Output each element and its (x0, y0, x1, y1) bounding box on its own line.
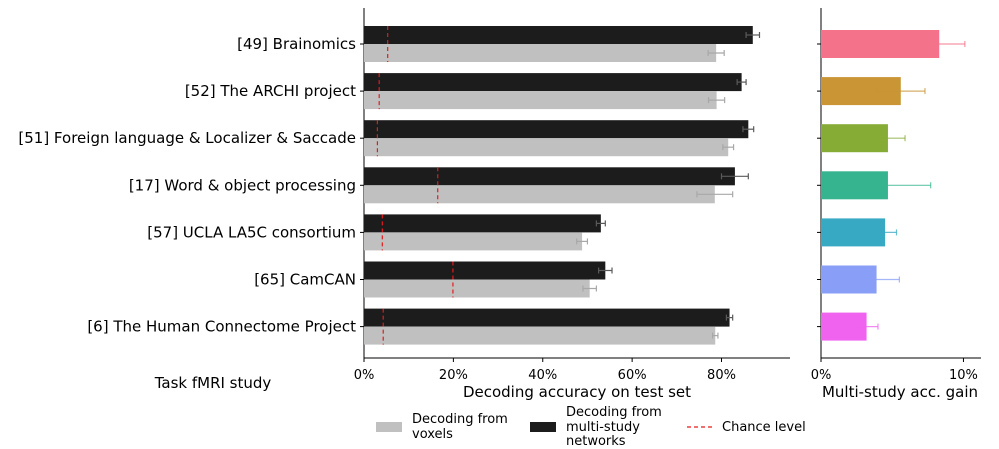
x-tick-label: 40% (528, 368, 557, 383)
x-tick-label: 0% (354, 368, 375, 383)
right-bars (821, 30, 966, 341)
right-x-ticks: 0% 10% (811, 358, 978, 383)
legend-networks-line-1: Decoding from (566, 405, 662, 420)
category-label: [49] Brainomics (237, 35, 356, 53)
category-label: [51] Foreign language & Localizer & Sacc… (18, 129, 356, 147)
networks-bar (364, 73, 742, 92)
legend-networks-swatch (530, 422, 556, 432)
networks-bar (364, 26, 753, 44)
left-bars (364, 26, 761, 345)
x-tick-label: 80% (707, 368, 736, 383)
decoding-accuracy-panel: [49] Brainomics [52] The ARCHI project [51… (18, 8, 790, 401)
left-x-ticks: 0% 20% 40% 60% 80% (354, 358, 736, 383)
legend-voxels-line-1: Decoding from (412, 412, 508, 427)
category-label: [65] CamCAN (254, 271, 356, 289)
right-y-ticks (817, 43, 821, 328)
networks-bar (364, 261, 606, 280)
networks-bar (364, 167, 735, 186)
voxels-bar (364, 279, 590, 298)
networks-bar (364, 120, 749, 139)
networks-bar (364, 308, 730, 327)
legend-voxels-line-2: voxels (412, 427, 453, 442)
multi-study-gain-panel: 0% 10% Multi-study acc. gain (811, 8, 981, 401)
category-label: [17] Word & object processing (129, 176, 356, 194)
legend-networks-line-2: multi-study (566, 420, 640, 435)
legend: Decoding from voxels Decoding from multi… (376, 405, 806, 449)
legend-networks-line-3: networks (566, 434, 626, 449)
category-label: [57] UCLA LA5C consortium (147, 223, 356, 241)
right-x-tick-label: 0% (811, 368, 832, 383)
voxels-bar (364, 185, 715, 204)
right-x-tick-label: 10% (949, 368, 978, 383)
x-tick-label: 60% (618, 368, 647, 383)
left-x-axis-label: Decoding accuracy on test set (463, 383, 691, 401)
y-axis-label: Task fMRI study (154, 374, 272, 392)
voxels-bar (364, 326, 716, 345)
voxels-bar (364, 138, 729, 157)
legend-voxels-swatch (376, 422, 402, 432)
category-label: [6] The Human Connectome Project (87, 318, 356, 336)
voxels-bar (364, 232, 583, 251)
right-x-axis-label: Multi-study acc. gain (822, 383, 978, 401)
voxels-bar (364, 91, 717, 110)
legend-chance-label: Chance level (722, 420, 806, 435)
chance-level-lines (376, 26, 454, 345)
x-tick-label: 20% (439, 368, 468, 383)
category-labels: [49] Brainomics [52] The ARCHI project [51… (18, 35, 364, 336)
category-label: [52] The ARCHI project (185, 82, 356, 100)
voxels-bar (364, 44, 717, 62)
networks-bar (364, 214, 601, 233)
